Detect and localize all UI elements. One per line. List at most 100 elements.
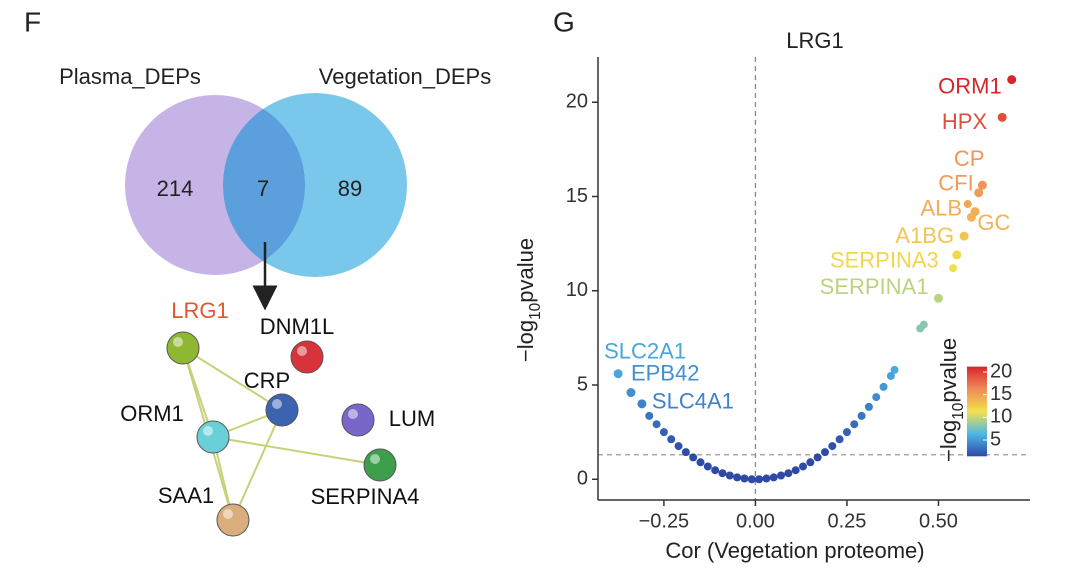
point [799,462,808,471]
point [842,428,851,437]
point-label: ORM1 [938,73,1002,98]
point [813,453,822,462]
point [959,231,969,241]
y-tick-label: 10 [566,279,588,301]
point [1007,75,1017,85]
x-tick-label: 0.25 [827,510,866,532]
point [711,466,720,475]
node-shine [203,426,213,436]
colorbar-tick-label: 10 [990,406,1012,428]
point [857,411,866,420]
x-tick-label: −0.25 [639,510,690,532]
set-name: Plasma_DEPs [59,64,201,89]
point [820,448,829,457]
count: 214 [157,176,194,201]
point-label: SERPINA1 [820,274,929,299]
point [864,402,873,411]
venn: Plasma_DEPs Vegetation_DEPs 214 7 89 [59,64,491,277]
point [977,180,987,190]
point-label: GC [977,210,1010,235]
point [659,428,668,437]
node [166,331,200,365]
point [872,393,881,402]
y-tick-label: 5 [577,373,588,395]
x-tick-label: 0.50 [919,510,958,532]
point-label: SERPINA3 [830,248,939,273]
x-axis-title: Cor (Vegetation proteome) [665,538,924,563]
point [762,474,771,483]
node [265,393,299,427]
point-label: A1BG [895,223,954,248]
point-label: CP [954,146,985,171]
point-label: CFI [938,171,973,196]
count: 89 [338,176,362,201]
point [784,469,793,478]
node-shine [173,337,183,347]
node-shine [370,454,380,464]
point [850,420,859,429]
point [703,462,712,471]
node-label: LUM [389,406,435,431]
point [725,471,734,480]
point [835,435,844,444]
point [667,435,676,444]
node-label: CRP [244,368,290,393]
point [806,458,815,467]
point [747,475,756,484]
point [674,442,683,451]
venn-intersection [223,95,305,275]
point [696,458,705,467]
node-label: SAA1 [158,483,214,508]
point [681,448,690,457]
colorbar-title-part: 10 [950,403,967,420]
node [363,448,397,482]
node-shine [272,399,282,409]
node [290,340,324,374]
panel-letter: G [553,6,575,37]
point [613,369,623,379]
colorbar-title-part: −log [936,420,961,462]
point [791,466,800,475]
node [216,503,250,537]
point-label: ALB [920,195,962,220]
y-tick-label: 0 [577,468,588,490]
node-shine [348,409,358,419]
colorbar-tick-label: 20 [990,360,1012,382]
point [886,371,895,380]
colorbar [967,366,987,457]
colorbar-title: −log10pvalue [936,338,967,462]
colorbar-tick-label: 15 [990,383,1012,405]
colorbar-tick-label: 5 [990,428,1001,450]
point [689,453,698,462]
y-tick-label: 20 [566,91,588,113]
point [733,473,742,482]
panel-letter: F [24,6,41,37]
node-label: ORM1 [120,401,184,426]
colorbar-title-part: pvalue [936,338,961,403]
node-label: LRG1 [171,298,228,323]
point [769,473,778,482]
y-axis-title: −log10pvalue [513,238,544,362]
point-label: SLC4A1 [652,389,734,414]
node-label: DNM1L [260,314,335,339]
node-shine [223,509,233,519]
point [718,469,727,478]
point [626,388,636,398]
y-tick-label: 15 [566,185,588,207]
point-label: SLC2A1 [604,339,686,364]
point [879,382,888,391]
point [740,474,749,483]
chart-title: LRG1 [786,28,843,53]
node-shine [297,346,307,356]
point [933,293,943,303]
point [952,250,962,260]
node [196,420,230,454]
y-axis-title-part: −log [513,320,538,362]
point [777,471,786,480]
count: 7 [257,176,269,201]
set-name: Vegetation_DEPs [319,64,491,89]
network: LRG1 DNM1L CRP ORM1 LUM SAA1 SERPINA4 [120,298,435,537]
point [637,399,647,409]
